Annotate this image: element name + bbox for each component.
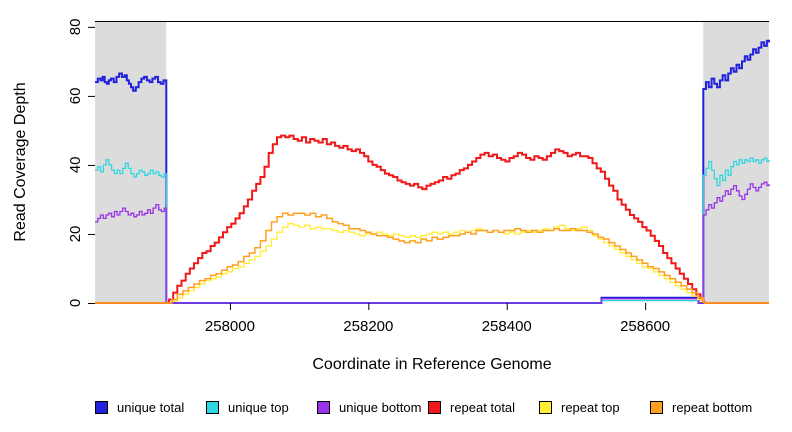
y-axis-title: Read Coverage Depth — [12, 82, 29, 241]
legend-item: repeat total — [428, 399, 515, 415]
legend-item: unique bottom — [317, 399, 421, 415]
x-tick-label: 258400 — [482, 318, 532, 335]
series-unique-bottom — [95, 181, 770, 304]
legend-item: unique top — [206, 399, 289, 415]
series-unique-top — [95, 157, 770, 304]
legend-item: repeat bottom — [650, 399, 752, 415]
y-tick-label: 20 — [67, 226, 84, 243]
x-tick-label: 258000 — [205, 318, 255, 335]
series-unique-total — [95, 39, 770, 304]
y-tick-label: 0 — [67, 299, 84, 307]
x-tick-label: 258600 — [620, 318, 670, 335]
y-tick-label: 80 — [67, 19, 84, 36]
legend-label: unique top — [228, 399, 289, 415]
legend-item: unique total — [95, 399, 184, 415]
series-repeat-total — [95, 134, 769, 304]
legend-item: repeat top — [539, 399, 620, 415]
series-repeat-top — [95, 222, 769, 304]
x-tick-label: 258200 — [343, 318, 393, 335]
legend-label: repeat total — [450, 399, 516, 415]
shaded-region — [95, 21, 167, 303]
legend-swatch-repeat-bottom — [650, 400, 663, 414]
legend-swatch-repeat-top — [539, 400, 552, 414]
legend-swatch-unique-top — [206, 400, 219, 414]
legend-label: repeat bottom — [672, 399, 753, 415]
legend-label: unique total — [117, 399, 185, 415]
y-tick-label: 60 — [67, 88, 84, 105]
legend-label: repeat top — [561, 399, 620, 415]
legend-swatch-unique-bottom — [317, 400, 330, 414]
legend-label: unique bottom — [339, 399, 422, 415]
x-axis-title: Coordinate in Reference Genome — [312, 356, 551, 373]
plot-layers: 0 20 40 60 80 258000 258200 258400 258600 — [67, 19, 770, 335]
series-repeat-bottom — [95, 212, 769, 304]
y-tick-label: 40 — [67, 157, 84, 174]
legend-swatch-repeat-total — [428, 400, 441, 414]
legend-swatch-unique-total — [95, 400, 108, 414]
